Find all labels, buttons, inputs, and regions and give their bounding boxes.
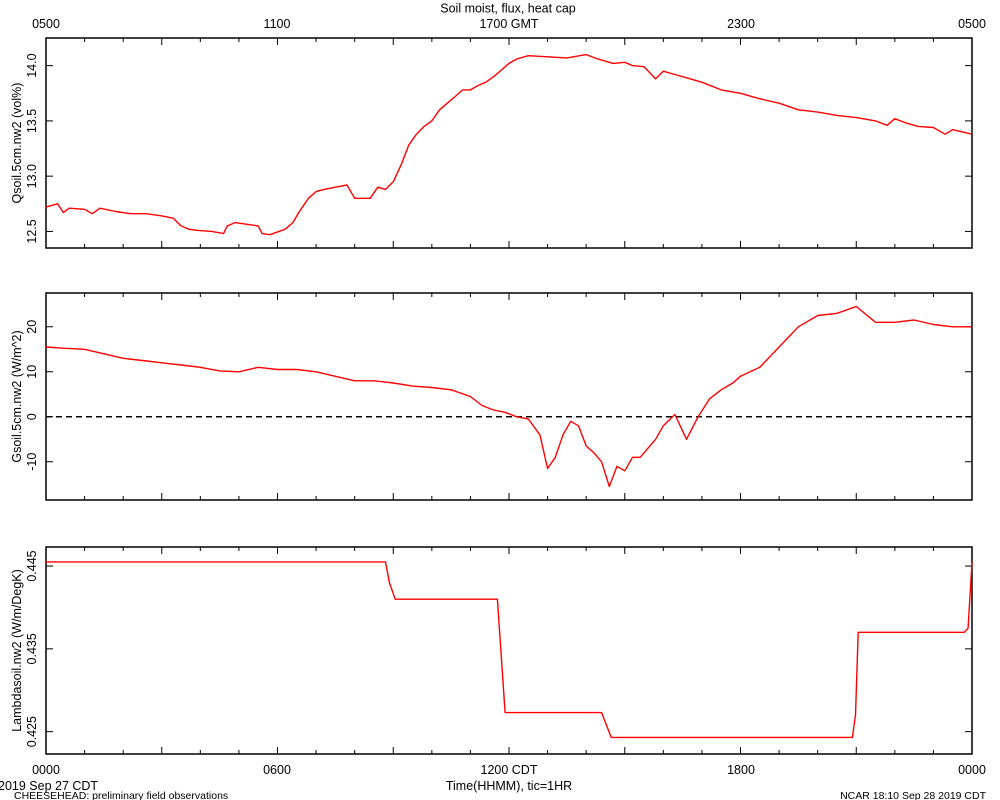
y-tick-label: -10 — [25, 453, 39, 471]
y-axis-title: Gsoil.5cm.nw2 (W/m^2) — [10, 330, 24, 462]
top-tick-label: 1100 — [264, 17, 291, 31]
y-tick-label: 20 — [25, 320, 39, 334]
y-tick-label: 0.435 — [25, 633, 39, 664]
y-tick-label: 0.425 — [25, 716, 39, 747]
footer-date: 2019 Sep 27 CDT — [0, 779, 98, 793]
bottom-tick-label: 0000 — [958, 763, 986, 777]
y-tick-label: 10 — [25, 365, 39, 379]
top-tick-label: 0500 — [32, 17, 60, 31]
y-tick-label: 13.5 — [25, 109, 39, 133]
bottom-tick-label: 1800 — [727, 763, 755, 777]
plot-frame — [45, 292, 973, 501]
y-tick-label: 14.0 — [25, 53, 39, 77]
series-line — [45, 53, 973, 236]
top-tick-label: 0500 — [958, 17, 986, 31]
y-tick-label: 13.0 — [25, 164, 39, 188]
footer-project: CHEESEHEAD: preliminary field observatio… — [14, 790, 228, 800]
plot-frame — [45, 546, 973, 755]
y-axis-title: Lambdasoil.nw2 (W/m/DegK) — [10, 569, 24, 732]
y-tick-label: 0 — [25, 413, 39, 420]
top-axis-labels: 0500 1100 1700 GMT 2300 0500 — [32, 17, 986, 31]
footer-credit: NCAR 18:10 Sep 28 2019 CDT — [840, 790, 986, 800]
series-line — [46, 561, 973, 739]
top-tick-label: 2300 — [727, 17, 755, 31]
y-tick-label: 0.445 — [25, 550, 39, 581]
y-tick-label: 12.5 — [25, 219, 39, 243]
bottom-axis-labels: 0000 0600 1200 CDT 1800 0000 — [32, 763, 986, 777]
y-axis-title: Qsoil.5cm.nw2 (vol%) — [10, 83, 24, 204]
chart-title: Soil moist, flux, heat cap — [440, 2, 576, 16]
bottom-tick-label: 1200 CDT — [481, 763, 538, 777]
bottom-tick-label: 0600 — [263, 763, 291, 777]
plot-frame — [45, 37, 973, 249]
top-tick-label: 1700 GMT — [479, 17, 538, 31]
bottom-tick-label: 0000 — [32, 763, 60, 777]
series-line — [45, 305, 972, 488]
x-axis-title: Time(HHMM), tic=1HR — [446, 779, 572, 793]
